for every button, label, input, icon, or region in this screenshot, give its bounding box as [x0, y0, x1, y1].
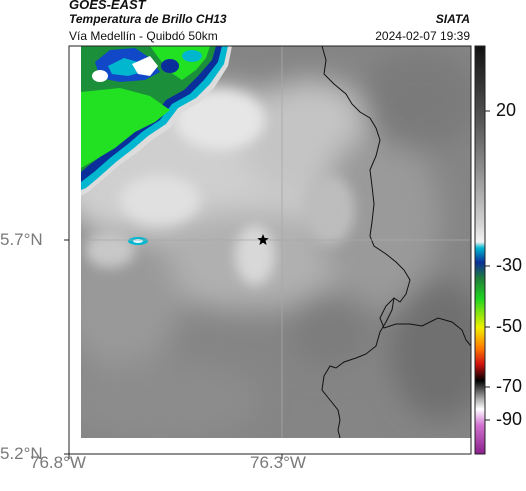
colorbar-label-minus50: -50 [496, 316, 523, 336]
small-cloud-cell [128, 237, 148, 245]
lat-label-north: 5.7°N [0, 230, 43, 249]
colorbar-label-20: 20 [496, 100, 517, 120]
lon-label-east: 76.3°W [250, 453, 306, 472]
map-frame [68, 45, 472, 455]
colorbar-ticks [485, 110, 490, 421]
agency-label: SIATA [435, 12, 470, 26]
datetime-label: 2024-02-07 19:39 [375, 29, 470, 43]
admin-boundaries [321, 46, 471, 438]
lat-label-south: 5.2°N [0, 444, 43, 463]
colorbar-label-minus90: -90 [496, 409, 523, 429]
graticule [81, 46, 471, 438]
colorbar [474, 45, 486, 455]
product-title: Temperatura de Brillo CH13 [69, 12, 227, 26]
lon-label-west: 76.8°W [30, 453, 86, 472]
cold-cloud-region [81, 46, 232, 196]
region-subtitle: Vía Medellín - Quibdó 50km [69, 29, 218, 43]
axis-ticks [64, 239, 283, 459]
star-icon [257, 234, 269, 245]
colorbar-label-minus70: -70 [496, 376, 523, 396]
colorbar-label-minus30: -30 [496, 255, 523, 275]
brightness-temperature-field [81, 46, 471, 438]
satellite-title: GOES-EAST [69, 0, 146, 12]
